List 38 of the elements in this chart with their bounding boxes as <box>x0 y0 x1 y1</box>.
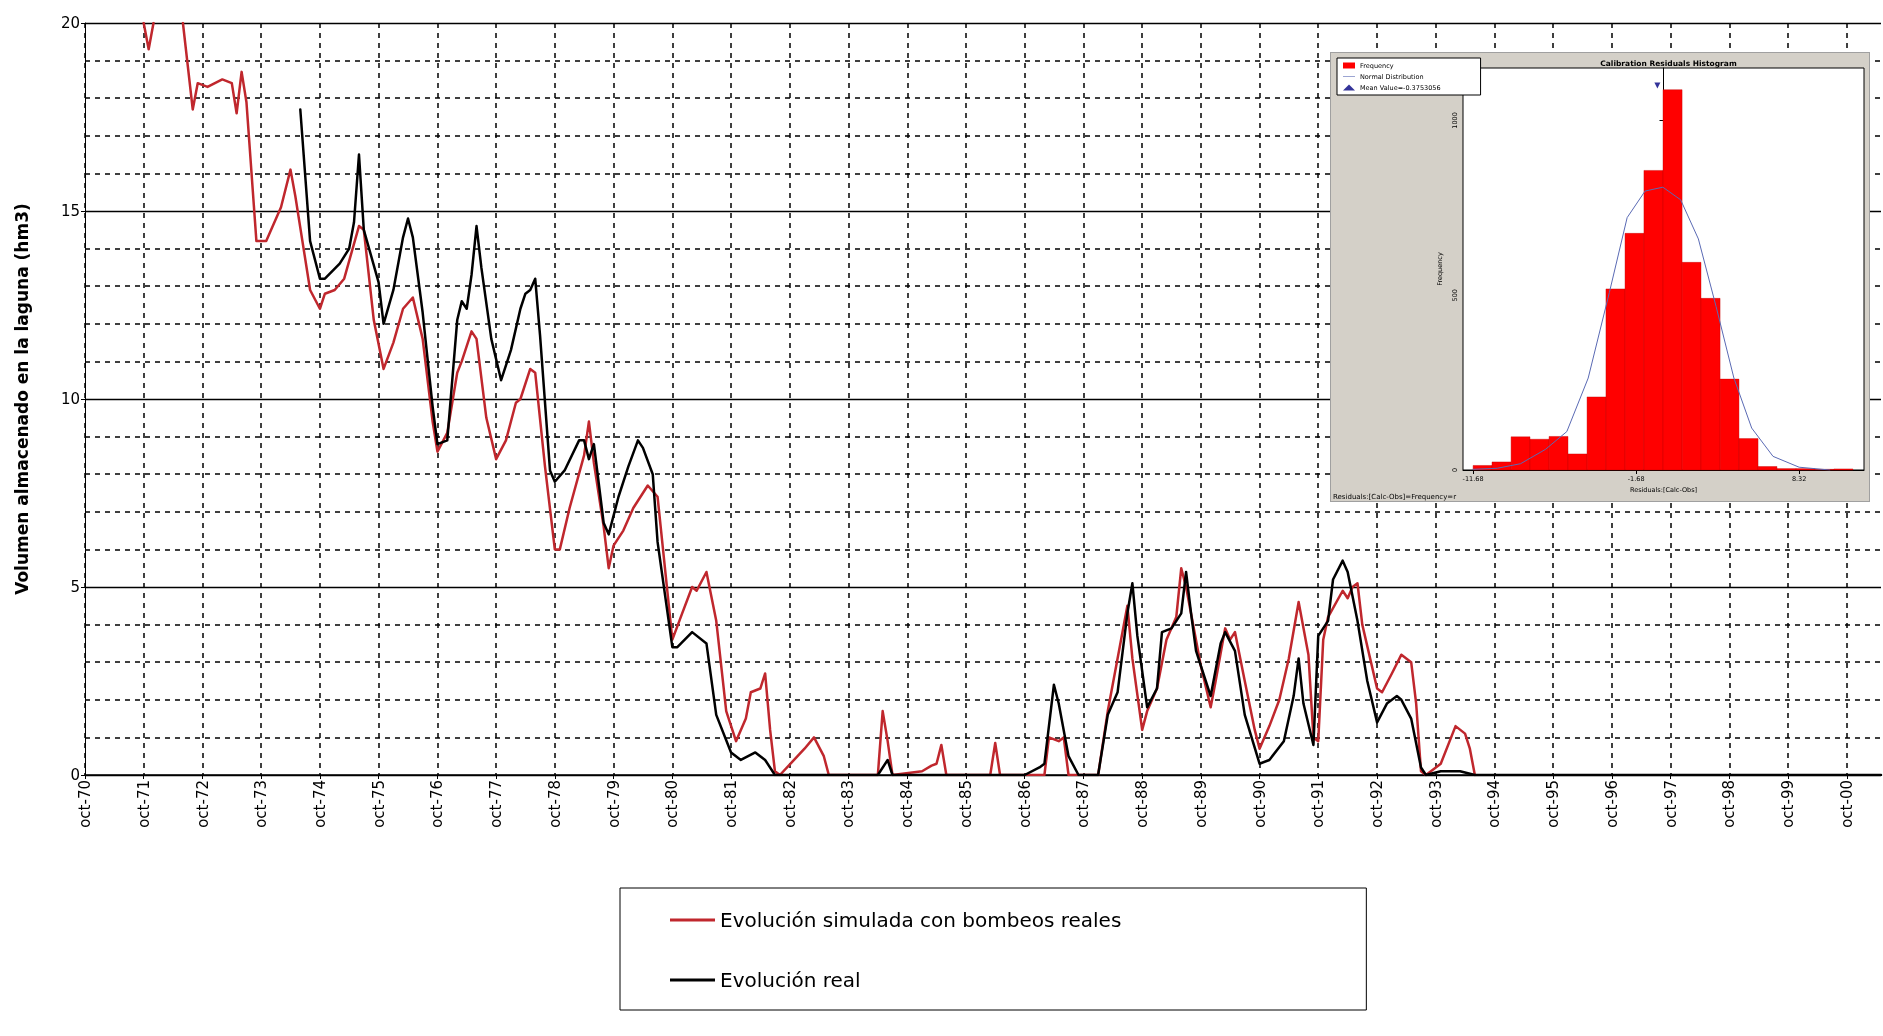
x-tick-label: oct-70 <box>76 780 94 828</box>
x-tick-label: oct-82 <box>780 780 799 828</box>
y-tick-label: 20 <box>60 14 80 32</box>
y-tick-label: 5 <box>70 578 80 596</box>
x-tick-label: oct-84 <box>898 780 917 828</box>
x-tick-label: oct-83 <box>839 780 858 828</box>
x-tick-label: oct-85 <box>956 780 975 828</box>
y-axis-title: Volumen almacenado en la laguna (hm3) <box>11 203 32 595</box>
x-tick-label: oct-86 <box>1015 780 1034 828</box>
x-tick-label: oct-93 <box>1426 780 1445 828</box>
x-tick-label: oct-81 <box>722 780 741 828</box>
x-tick-label: oct-73 <box>252 780 271 828</box>
x-tick-label: oct-92 <box>1368 780 1387 828</box>
y-tick-label: 15 <box>60 202 80 220</box>
x-tick-label: oct-89 <box>1191 780 1210 828</box>
x-tick-label: oct-99 <box>1779 780 1798 828</box>
x-tick-label: oct-88 <box>1133 780 1152 828</box>
x-tick-label: oct-74 <box>310 780 329 828</box>
x-tick-label: oct-91 <box>1309 780 1328 828</box>
x-tick-label: oct-76 <box>428 780 447 828</box>
x-tick-label: oct-87 <box>1074 780 1093 828</box>
x-tick-label: oct-72 <box>193 780 212 828</box>
legend-label: Evolución real <box>720 968 861 992</box>
x-tick-label: oct-97 <box>1661 780 1680 828</box>
x-tick-label: oct-98 <box>1720 780 1739 828</box>
y-tick-label: 10 <box>60 390 80 408</box>
x-tick-label: oct-95 <box>1544 780 1563 828</box>
x-tick-label: oct-75 <box>369 780 388 828</box>
x-tick-label: oct-94 <box>1485 780 1504 828</box>
x-tick-label: oct-78 <box>545 780 564 828</box>
x-tick-label: oct-00 <box>1837 780 1856 828</box>
x-tick-label: oct-71 <box>134 780 153 828</box>
x-tick-label: oct-90 <box>1250 780 1269 828</box>
x-tick-label: oct-77 <box>487 780 506 828</box>
x-tick-label: oct-80 <box>663 780 682 828</box>
x-tick-label: oct-96 <box>1603 780 1621 828</box>
x-tick-label: oct-79 <box>604 780 623 828</box>
legend-label: Evolución simulada con bombeos reales <box>720 908 1122 932</box>
